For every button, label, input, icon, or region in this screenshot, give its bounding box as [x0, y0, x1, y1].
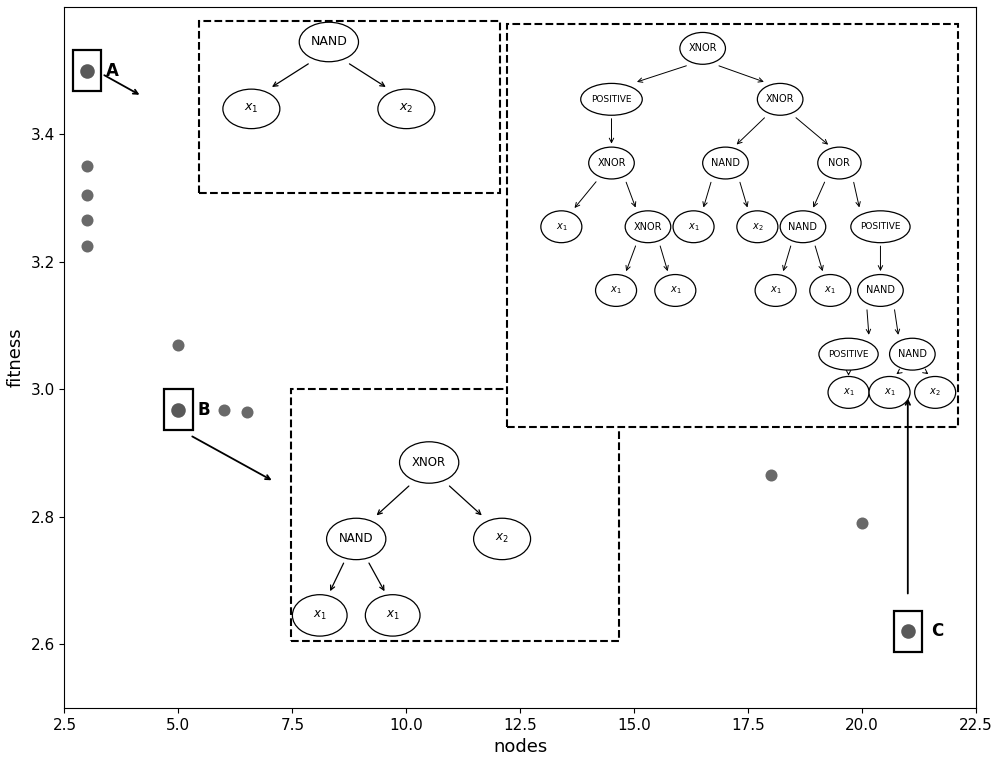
Point — [581, 439, 597, 452]
Point — [854, 517, 870, 529]
Ellipse shape — [655, 275, 696, 307]
Ellipse shape — [292, 594, 347, 636]
Ellipse shape — [299, 22, 358, 62]
Text: POSITIVE: POSITIVE — [828, 349, 869, 359]
Point — [421, 414, 437, 426]
Text: $x_2$: $x_2$ — [399, 102, 414, 115]
Text: XNOR: XNOR — [597, 158, 626, 168]
Ellipse shape — [625, 211, 671, 243]
Text: NAND: NAND — [866, 285, 895, 295]
Point — [79, 188, 95, 201]
Point — [490, 414, 506, 426]
Ellipse shape — [737, 211, 778, 243]
Point — [170, 339, 186, 351]
Point — [540, 439, 556, 452]
Ellipse shape — [581, 83, 642, 115]
Point — [900, 625, 916, 637]
Text: $x_2$: $x_2$ — [495, 533, 509, 546]
Text: $x_1$: $x_1$ — [884, 387, 895, 398]
Point — [763, 469, 779, 481]
FancyBboxPatch shape — [199, 21, 500, 193]
Ellipse shape — [828, 376, 869, 408]
Text: XNOR: XNOR — [634, 222, 662, 232]
Point — [444, 417, 460, 429]
FancyBboxPatch shape — [507, 24, 958, 427]
Text: $x_1$: $x_1$ — [313, 609, 327, 622]
Text: $x_1$: $x_1$ — [556, 221, 567, 233]
Ellipse shape — [673, 211, 714, 243]
FancyBboxPatch shape — [291, 389, 619, 641]
Point — [512, 417, 528, 429]
Ellipse shape — [755, 275, 796, 307]
Point — [353, 417, 369, 429]
Text: $x_1$: $x_1$ — [610, 285, 622, 296]
Text: NAND: NAND — [711, 158, 740, 168]
Text: NAND: NAND — [339, 533, 374, 546]
Text: POSITIVE: POSITIVE — [591, 95, 632, 104]
Ellipse shape — [223, 89, 280, 129]
Text: $x_1$: $x_1$ — [688, 221, 699, 233]
Ellipse shape — [541, 211, 582, 243]
Text: $x_1$: $x_1$ — [843, 387, 854, 398]
Ellipse shape — [680, 33, 725, 64]
Ellipse shape — [858, 275, 903, 307]
Text: $x_2$: $x_2$ — [929, 387, 941, 398]
Text: A: A — [106, 62, 119, 79]
Point — [79, 65, 95, 77]
Text: $x_1$: $x_1$ — [670, 285, 681, 296]
Point — [376, 419, 392, 431]
Point — [900, 625, 916, 637]
Text: $x_1$: $x_1$ — [244, 102, 259, 115]
Text: NAND: NAND — [898, 349, 927, 359]
Ellipse shape — [378, 89, 435, 129]
Ellipse shape — [365, 594, 420, 636]
Text: NAND: NAND — [788, 222, 817, 232]
Point — [79, 240, 95, 252]
Ellipse shape — [757, 83, 803, 115]
Text: C: C — [932, 623, 944, 640]
Point — [79, 160, 95, 172]
Ellipse shape — [474, 518, 531, 559]
Text: $x_1$: $x_1$ — [386, 609, 400, 622]
Text: XNOR: XNOR — [412, 456, 446, 469]
Ellipse shape — [327, 518, 386, 559]
Text: $x_2$: $x_2$ — [752, 221, 763, 233]
Ellipse shape — [780, 211, 826, 243]
Point — [307, 412, 323, 424]
Point — [239, 405, 255, 417]
Text: POSITIVE: POSITIVE — [860, 222, 901, 231]
Text: $x_1$: $x_1$ — [770, 285, 781, 296]
Ellipse shape — [869, 376, 910, 408]
Ellipse shape — [810, 275, 851, 307]
Ellipse shape — [589, 147, 634, 179]
Bar — [894, 610, 922, 652]
Ellipse shape — [819, 338, 878, 370]
Ellipse shape — [400, 442, 459, 483]
Point — [216, 404, 232, 416]
Ellipse shape — [818, 147, 861, 179]
Text: B: B — [198, 401, 210, 419]
Point — [535, 429, 551, 441]
X-axis label: nodes: nodes — [493, 738, 547, 756]
Ellipse shape — [915, 376, 956, 408]
Point — [585, 447, 601, 459]
Text: $x_1$: $x_1$ — [824, 285, 836, 296]
Y-axis label: fitness: fitness — [7, 327, 25, 387]
Point — [398, 417, 414, 429]
Point — [170, 404, 186, 416]
Point — [79, 214, 95, 227]
Text: NOR: NOR — [828, 158, 850, 168]
Text: XNOR: XNOR — [766, 95, 794, 105]
Ellipse shape — [851, 211, 910, 243]
Bar — [73, 50, 101, 92]
Ellipse shape — [596, 275, 637, 307]
Ellipse shape — [703, 147, 748, 179]
Ellipse shape — [890, 338, 935, 370]
Text: XNOR: XNOR — [688, 43, 717, 53]
Text: NAND: NAND — [310, 36, 347, 49]
Bar — [164, 389, 193, 430]
